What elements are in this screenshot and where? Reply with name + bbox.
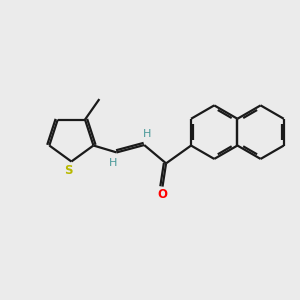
Text: O: O [158,188,167,201]
Text: S: S [64,164,73,177]
Text: H: H [109,158,117,168]
Text: H: H [143,129,151,139]
